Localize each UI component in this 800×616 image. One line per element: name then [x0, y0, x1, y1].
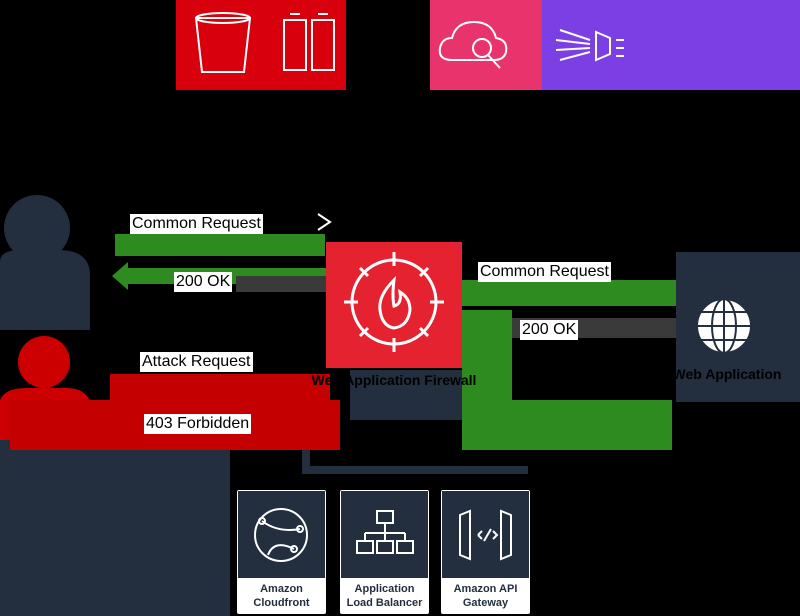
- api-gateway-label-2: Gateway: [462, 597, 509, 609]
- web-app-node: [676, 252, 800, 402]
- attack-request-label: Attack Request: [140, 352, 253, 372]
- waf-caption-block: [350, 370, 462, 420]
- bucket-icon: [194, 12, 252, 73]
- kinesis-node: [542, 0, 800, 90]
- flow-ok-right: [462, 310, 676, 450]
- load-balancer-label-2: Load Balancer: [346, 597, 423, 609]
- card-cloudfront: Amazon Cloudfront: [237, 490, 326, 614]
- web-app-caption: Web Application: [672, 366, 782, 382]
- globe-icon: [696, 298, 752, 354]
- s3-caption: S3 Bucket: [189, 100, 257, 116]
- api-gateway-icon: [459, 509, 512, 561]
- load-balancer-label-1: Application: [354, 583, 415, 595]
- flow-attack-request: [110, 374, 330, 400]
- firehose-caption: Kinesis Firehose: [262, 100, 375, 116]
- forbidden-label: 403 Forbidden: [144, 414, 252, 434]
- s3-bucket-node: [176, 0, 270, 90]
- common-request-label-right: Common Request: [478, 262, 611, 282]
- cloudwatch-icon: [438, 20, 508, 69]
- flow-common-request-left: [115, 213, 332, 256]
- ok-label-left: 200 OK: [174, 272, 233, 292]
- cloudwatch-node: [430, 0, 542, 90]
- cloudfront-label-1: Amazon: [260, 583, 303, 595]
- kinesis-icon: [555, 29, 624, 62]
- common-request-label-left: Common Request: [130, 214, 263, 234]
- firewall-icon: [344, 252, 444, 352]
- cloudfront-label-2: Cloudfront: [253, 597, 310, 609]
- load-balancer-icon: [356, 510, 414, 554]
- api-gateway-label-1: Amazon API: [453, 583, 518, 595]
- client-body-block: [0, 440, 230, 616]
- waf-deploy-connector: [302, 450, 528, 474]
- card-load-balancer: Application Load Balancer: [340, 490, 429, 614]
- cloudwatch-caption: Cloudwatch Logs: [427, 100, 545, 116]
- user-figure: [0, 195, 90, 330]
- waf-caption: Web Application Firewall: [311, 372, 477, 388]
- ok-label-right: 200 OK: [520, 320, 579, 340]
- kinesis-caption: Kinesis Stream: [540, 100, 642, 116]
- firehose-node: [270, 0, 346, 90]
- firehose-icon: [283, 13, 335, 71]
- flow-common-request-right: [462, 280, 678, 306]
- cloudfront-icon: [254, 508, 308, 562]
- card-api-gateway: Amazon API Gateway: [441, 490, 530, 614]
- waf-node: [326, 242, 462, 368]
